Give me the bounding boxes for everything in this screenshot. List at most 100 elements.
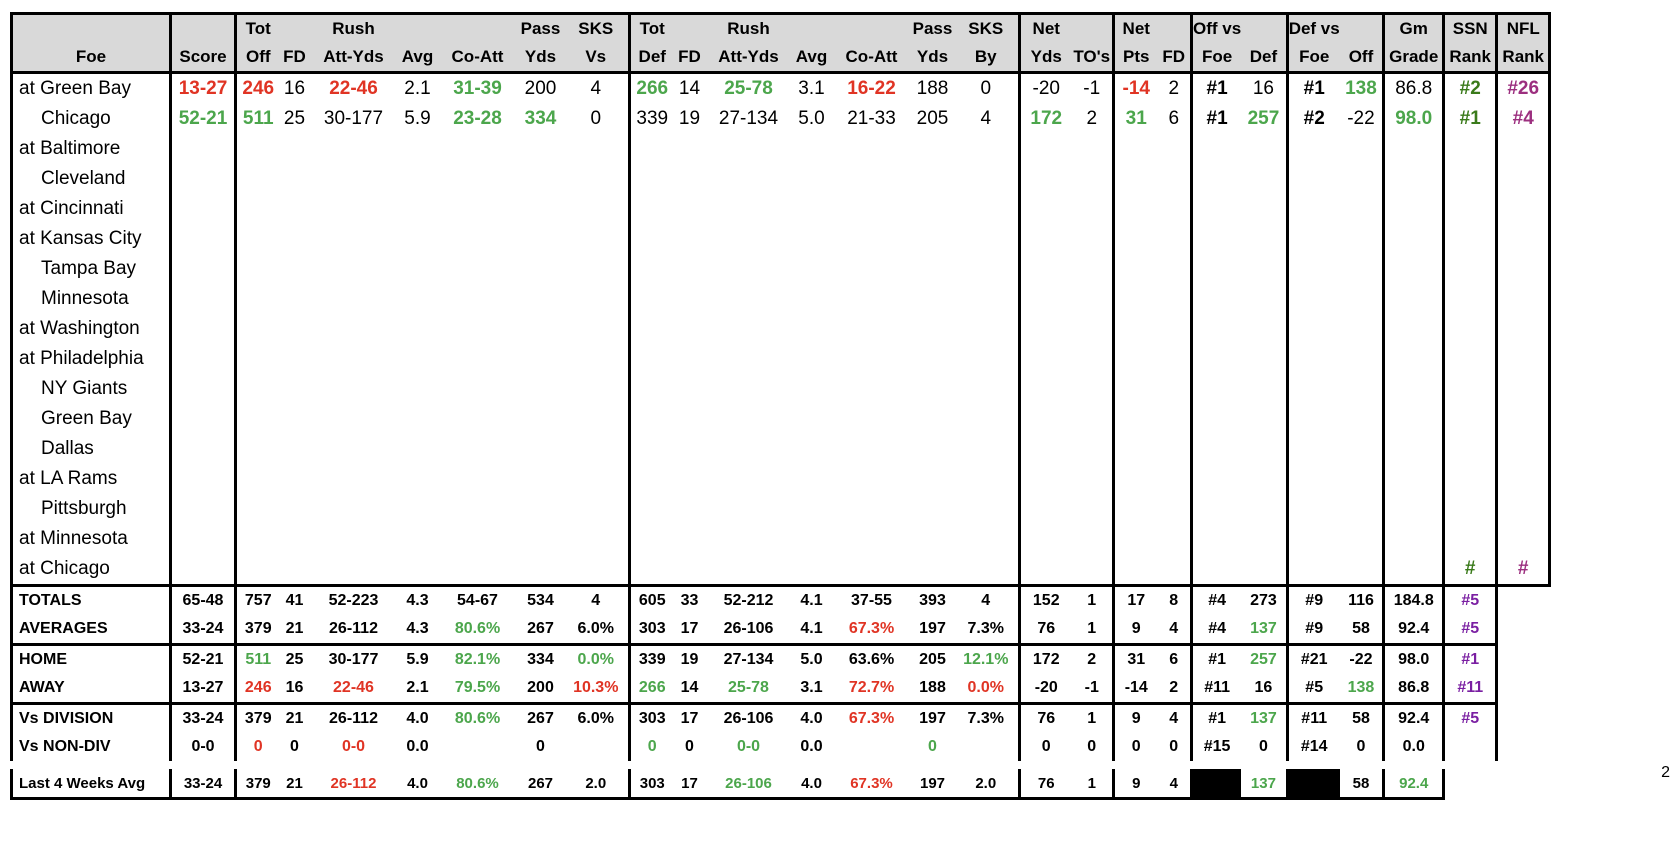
stat-cell [1190,434,1242,464]
stat-cell [628,524,674,554]
header-cell: Att-Yds [309,43,398,74]
stat-cell [1285,254,1340,284]
stat-cell [1018,134,1072,164]
stat-cell: 5.9 [404,108,431,129]
stat-cell [1495,314,1552,344]
header-cell: FD [1157,43,1192,74]
summary-cell: 4 [563,584,630,615]
stat-cell: #26 [1495,72,1552,104]
summary-label: HOME [10,643,171,674]
summary-cell: 7.3% [953,702,1020,733]
summary-cell: 82.1% [437,643,518,674]
summary-cell: 80.6% [437,702,518,733]
summary-cell: 605 [628,584,674,615]
stat-cell [1285,434,1340,464]
summary-cell: 80.6% [454,620,501,637]
stat-cell [1018,254,1072,284]
stat-cell [1340,524,1384,554]
foe-cell: at LA Rams [10,464,171,494]
summary-row: TOTALS 65-48 757 41 52-223 4.3 54-67 534 4 605 33 5… [10,584,1550,615]
summary-cell: 67.3% [831,763,912,800]
stat-cell [832,224,912,254]
stat-cell [792,464,832,494]
stat-cell [1190,224,1242,254]
stat-cell [954,434,1020,464]
summary-cell: 26-106 [705,702,792,733]
stat-cell: 21-33 [847,108,896,129]
summary-cell: 393 [911,584,954,615]
stat-cell: 188 [916,78,949,99]
stat-cell [1382,224,1444,254]
summary-cell: #21 [1285,643,1340,674]
stat-cell: 266 [628,72,674,104]
stat-cell: 2 [1086,108,1098,129]
stat-cell [954,464,1020,494]
stat-cell [438,314,518,344]
stat-cell [1190,404,1242,434]
stat-cell [518,164,564,194]
summary-cell: 72.7% [848,679,895,696]
stat-cell [518,254,564,284]
stat-cell: 14 [678,78,701,99]
summary-cell: 197 [911,702,954,733]
summary-cell: 0 [1071,733,1114,767]
summary-cell: 4.0 [791,763,832,800]
stat-cell [438,404,518,434]
summary-cell: 33 [673,584,706,615]
summary-cell: 200 [527,679,554,696]
stat-cell [1072,344,1114,374]
stat-cell [398,224,438,254]
foe-cell: at Kansas City [10,224,171,254]
summary-cell: #5 [1285,674,1340,704]
stat-cell [234,284,280,314]
stat-cell [564,194,630,224]
summary-cell: 267 [527,620,554,637]
stat-cell [954,494,1020,524]
stat-cell [1495,404,1552,434]
stat-cell: 52-21 [169,104,236,134]
stat-cell [628,284,674,314]
stat-cell [1158,434,1192,464]
summary-cell: 26-112 [309,702,398,733]
stat-cell [1158,374,1192,404]
stat-cell: 2 [1168,78,1180,99]
header-cell [1241,12,1288,43]
stat-cell [674,254,706,284]
stat-cell [1382,554,1444,587]
stat-cell [1072,464,1114,494]
stat-cell [1340,434,1384,464]
summary-label: Vs NON-DIV [10,733,171,767]
stat-cell [1158,494,1192,524]
stat-cell [234,374,280,404]
stat-cell [1158,404,1192,434]
summary-row: AWAY 13-27 246 16 22-46 2.1 79.5% 200 10.3% 266 14… [10,674,1550,704]
stat-cell [628,194,674,224]
summary-cell: 76 [1018,763,1072,800]
header-row1: Tot Rush Pass SKS Tot Rush Pass SKS Net Net Off vs… [10,12,1552,43]
stat-cell [564,524,630,554]
summary-cell: 0 [673,733,706,767]
stat-cell [1158,524,1192,554]
stat-cell [792,134,832,164]
stat-cell: 13-27 [169,72,236,104]
stat-cell [1285,194,1340,224]
stat-cell [1285,224,1340,254]
stat-cell [518,494,564,524]
stat-cell [706,134,792,164]
game-row: at Minnesota [10,524,1552,554]
stat-cell [1442,224,1497,254]
stat-cell [1382,434,1444,464]
stat-cell [953,554,1020,587]
summary-cell: 379 [234,763,280,800]
header-row2: Foe Score Off FD Att-Yds Avg Co-Att Yds Vs Def FD A… [10,43,1552,74]
stat-cell [1072,284,1114,314]
summary-cell: 58 [1339,702,1384,733]
stat-cell: 2.1 [404,78,431,99]
stat-cell [792,224,832,254]
stat-cell [1340,254,1384,284]
stat-cell [628,134,674,164]
summary-cell: 21 [279,702,310,733]
stat-cell [1071,554,1114,587]
stat-cell [832,344,912,374]
stat-cell [706,284,792,314]
